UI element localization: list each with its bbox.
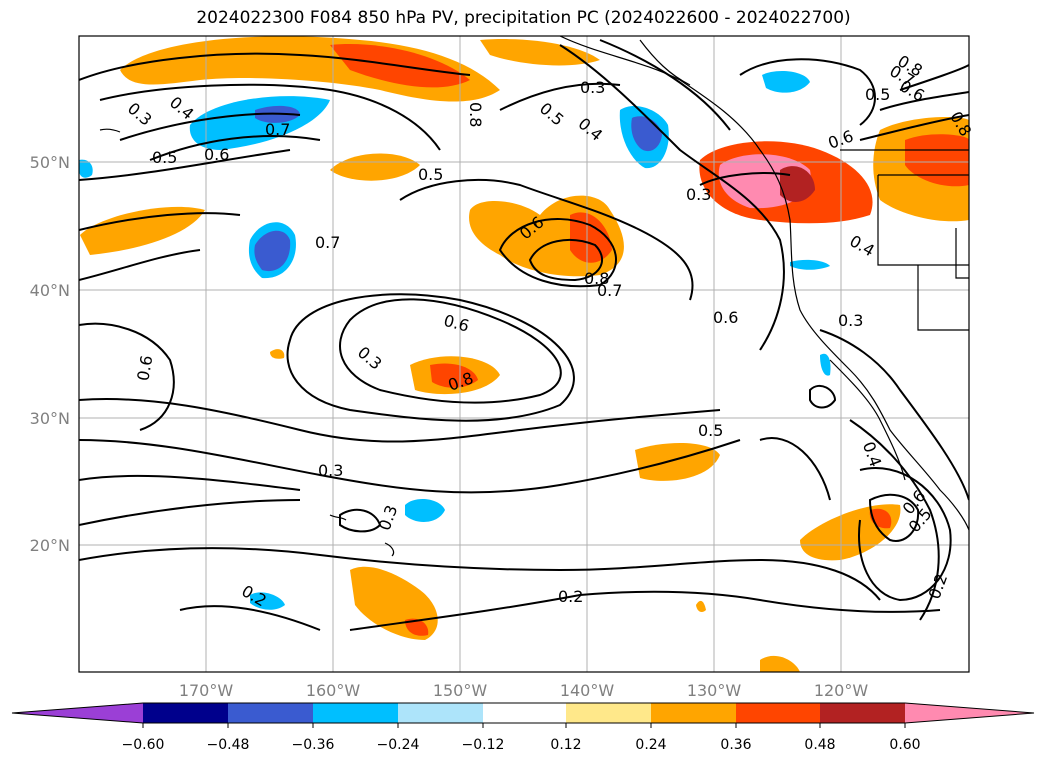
colorbar-tick: 0.24 [635, 737, 666, 753]
colorbar: −0.60 −0.48 −0.36 −0.24 −0.12 0.12 0.24 … [11, 702, 1035, 753]
colorbar-tick: −0.24 [377, 737, 420, 753]
colorbar-tick: 0.12 [550, 737, 581, 753]
colorbar-bin [398, 703, 483, 723]
colorbar-extend-high [905, 703, 1034, 723]
contour-label: 0.7 [315, 233, 340, 252]
contour-label: 0.5 [698, 421, 723, 440]
colorbar-bin [566, 703, 651, 723]
contour-label: 0.8 [466, 102, 485, 127]
contour-label: 0.6 [713, 308, 738, 327]
lat-label-30n: 30°N [30, 409, 70, 428]
lat-label-50n: 50°N [30, 153, 70, 172]
coastlines [99, 36, 969, 557]
lon-label-160w: 160°W [306, 681, 361, 700]
contour-label: 0.7 [597, 281, 622, 300]
contour-label: 0.5 [152, 148, 177, 167]
lon-label-120w: 120°W [814, 681, 869, 700]
contour-label: 0.5 [418, 165, 443, 184]
contour-label: 0.2 [558, 587, 583, 606]
contour-label: 0.3 [838, 311, 863, 330]
colorbar-bin [313, 703, 398, 723]
contour-label: 0.6 [133, 354, 156, 382]
lat-label-40n: 40°N [30, 281, 70, 300]
colorbar-tick: 0.36 [720, 737, 751, 753]
colorbar-tick: 0.48 [804, 737, 835, 753]
colorbar-bin [651, 703, 736, 723]
contour-label: 0.3 [686, 185, 711, 204]
lon-label-150w: 150°W [433, 681, 488, 700]
contour-label: 0.5 [865, 85, 890, 104]
contour-label: 0.3 [318, 461, 343, 480]
contour-label: 0.6 [204, 145, 229, 164]
colorbar-bin [483, 703, 566, 723]
lon-label-130w: 130°W [687, 681, 742, 700]
map-title: 2024022300 F084 850 hPa PV, precipitatio… [196, 8, 851, 28]
colorbar-bin [143, 703, 228, 723]
lon-label-170w: 170°W [179, 681, 234, 700]
lon-label-140w: 140°W [560, 681, 615, 700]
contour-label: 0.7 [265, 120, 290, 139]
colorbar-bin [736, 703, 820, 723]
colorbar-tick: −0.60 [122, 737, 165, 753]
gridlines [79, 36, 969, 672]
plot-border [78, 35, 970, 673]
contour-label: 0.8 [584, 269, 609, 288]
colorbar-tick: −0.36 [292, 737, 335, 753]
colorbar-tick: −0.12 [462, 737, 505, 753]
lat-label-20n: 20°N [30, 536, 70, 555]
colorbar-extend-low [12, 703, 143, 723]
colorbar-bin [228, 703, 313, 723]
contour-label: 0.3 [580, 78, 605, 97]
lat-axis: 50°N 40°N 30°N 20°N [30, 153, 70, 555]
colorbar-bin [820, 703, 905, 723]
pv-contours [79, 39, 969, 631]
colorbar-tick: 0.60 [889, 737, 920, 753]
colorbar-tick: −0.48 [207, 737, 250, 753]
lon-axis: 170°W 160°W 150°W 140°W 130°W 120°W [179, 681, 869, 700]
